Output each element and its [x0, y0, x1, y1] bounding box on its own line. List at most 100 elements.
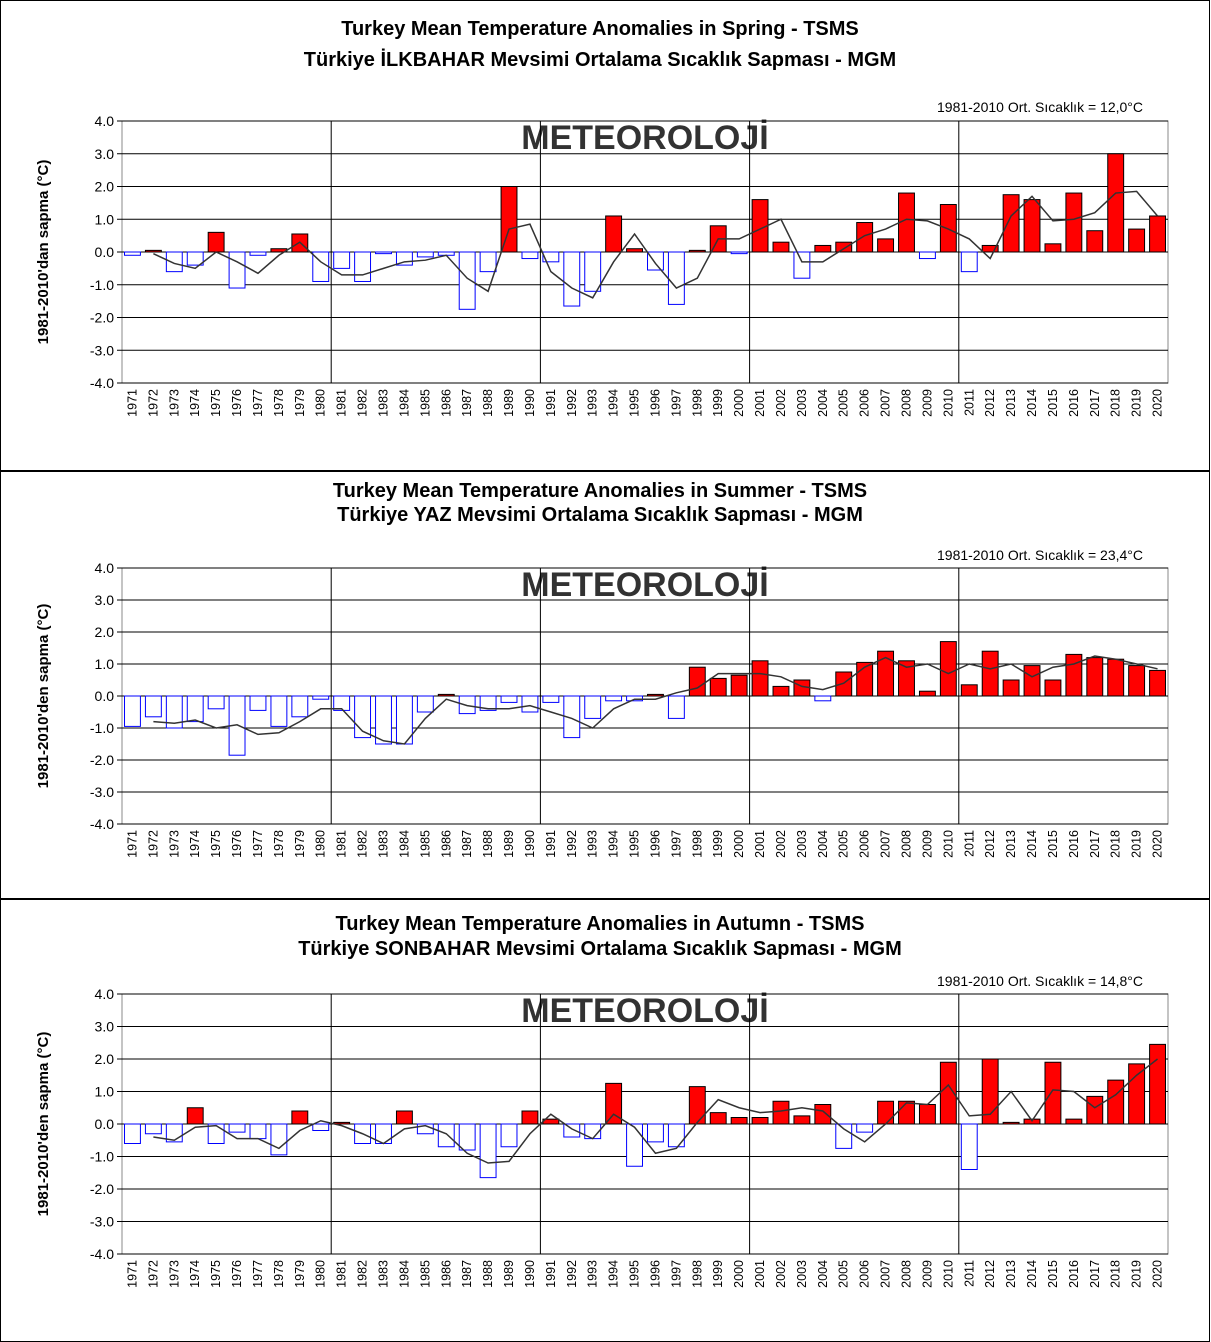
- y-tick-label: -1.0: [90, 1149, 114, 1165]
- x-tick-label: 1973: [167, 830, 181, 858]
- bar: [333, 695, 351, 711]
- y-axis-label: 1981-2010'den sapma (°C): [35, 604, 52, 789]
- x-tick-label: 1993: [586, 830, 600, 858]
- x-tick-label: 1978: [272, 389, 286, 417]
- x-tick-label: 2018: [1109, 1260, 1123, 1288]
- bar: [626, 695, 643, 702]
- x-tick-label: 1971: [125, 830, 139, 858]
- bar: [1107, 153, 1125, 253]
- x-tick-label: 2005: [837, 389, 851, 417]
- bar: [521, 251, 539, 260]
- bar: [688, 666, 706, 697]
- bar: [960, 684, 978, 697]
- x-tick-label: 2018: [1109, 830, 1123, 858]
- x-tick-label: 2009: [920, 830, 934, 858]
- bar: [437, 693, 455, 697]
- x-tick-label: 1995: [628, 389, 642, 417]
- x-tick-label: 2003: [795, 1260, 809, 1288]
- bar: [981, 244, 999, 253]
- bar: [186, 251, 204, 266]
- bar: [479, 251, 497, 273]
- chart-title: Turkey Mean Temperature Anomalies in Aut…: [336, 913, 865, 935]
- bar: [165, 695, 183, 729]
- x-tick-label: 1995: [628, 1260, 642, 1288]
- x-tick-label: 1996: [648, 389, 662, 417]
- x-tick-label: 1978: [272, 1260, 286, 1288]
- x-tick-label: 2011: [962, 389, 976, 416]
- bar: [626, 1123, 643, 1167]
- y-tick-label: -2.0: [90, 1181, 114, 1197]
- y-tick-label: 2.0: [95, 179, 115, 195]
- x-tick-label: 1981: [335, 389, 349, 417]
- bar: [584, 251, 602, 292]
- watermark: METEOROLOJİ: [521, 119, 768, 157]
- bar: [228, 251, 246, 289]
- bar: [1149, 669, 1166, 697]
- y-tick-label: -2.0: [90, 310, 114, 326]
- x-tick-label: 1984: [397, 830, 411, 858]
- x-tick-label: 1980: [314, 389, 328, 417]
- x-tick-label: 1974: [188, 389, 202, 417]
- bar: [814, 695, 832, 702]
- bar: [144, 1123, 162, 1135]
- bar: [228, 1123, 246, 1133]
- bar: [1128, 1063, 1146, 1125]
- x-tick-label: 2013: [1004, 389, 1018, 417]
- bar: [312, 695, 330, 700]
- bar: [793, 1115, 811, 1125]
- y-tick-label: 3.0: [95, 1019, 115, 1035]
- bar: [124, 1123, 141, 1144]
- x-tick-label: 2015: [1046, 830, 1060, 858]
- bar: [918, 1104, 936, 1125]
- chart-panel: Turkey Mean Temperature Anomalies in Sum…: [0, 471, 1210, 899]
- x-tick-label: 2003: [795, 389, 809, 417]
- bar: [751, 660, 769, 697]
- chart-title: Turkey Mean Temperature Anomalies in Sum…: [333, 480, 867, 502]
- bar: [1086, 230, 1104, 253]
- bar: [563, 1123, 581, 1138]
- chart-subtitle: Türkiye YAZ Mevsimi Ortalama Sıcaklık Sa…: [337, 504, 863, 526]
- bar: [814, 1104, 832, 1125]
- chart-title: Turkey Mean Temperature Anomalies in Spr…: [341, 18, 859, 40]
- y-tick-label: -4.0: [90, 1246, 114, 1262]
- x-tick-label: 1982: [356, 1260, 370, 1288]
- x-tick-label: 1996: [648, 830, 662, 858]
- x-tick-label: 2020: [1151, 830, 1165, 858]
- x-tick-label: 1994: [607, 830, 621, 858]
- bar: [1002, 1121, 1020, 1125]
- bar: [626, 248, 643, 253]
- x-tick-label: 1988: [481, 389, 495, 417]
- x-tick-label: 1998: [690, 389, 704, 417]
- x-tick-label: 2014: [1025, 389, 1039, 417]
- y-tick-label: -3.0: [90, 342, 114, 358]
- bar: [1107, 1079, 1125, 1125]
- bar: [856, 222, 874, 253]
- y-tick-label: 4.0: [95, 560, 115, 576]
- x-tick-label: 1975: [209, 389, 223, 417]
- bar: [814, 244, 832, 253]
- y-tick-label: 4.0: [95, 113, 115, 129]
- x-tick-label: 2000: [732, 389, 746, 417]
- chart-panel: Turkey Mean Temperature Anomalies in Spr…: [0, 0, 1210, 471]
- x-tick-label: 2013: [1004, 1260, 1018, 1288]
- bar: [291, 695, 309, 718]
- x-tick-label: 2017: [1088, 830, 1102, 858]
- bar: [918, 690, 936, 697]
- x-tick-label: 1974: [188, 830, 202, 858]
- x-tick-label: 1977: [251, 389, 265, 417]
- x-tick-label: 1989: [502, 389, 516, 417]
- y-tick-label: -1.0: [90, 720, 114, 736]
- y-tick-label: 0.0: [95, 1116, 115, 1132]
- bar: [939, 204, 957, 253]
- bar: [877, 650, 895, 697]
- x-tick-label: 2008: [900, 389, 914, 417]
- y-axis-label: 1981-2010'den sapma (°C): [35, 1032, 52, 1217]
- x-tick-label: 1979: [293, 830, 307, 858]
- bar: [667, 695, 685, 719]
- bar: [751, 1117, 769, 1125]
- bar: [375, 251, 392, 255]
- x-tick-label: 1981: [335, 830, 349, 858]
- x-tick-label: 2019: [1130, 830, 1144, 858]
- x-tick-label: 1976: [230, 389, 244, 417]
